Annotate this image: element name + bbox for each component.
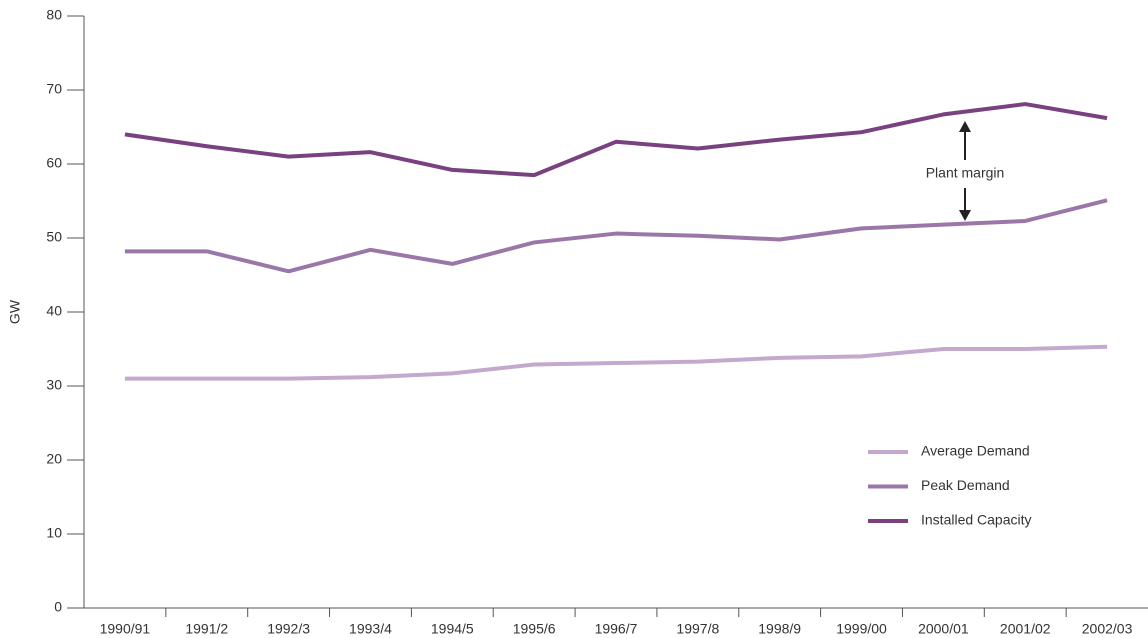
y-tick-label: 10 bbox=[46, 525, 62, 541]
series-line bbox=[124, 198, 1108, 274]
x-tick-label: 2001/02 bbox=[1000, 621, 1051, 637]
annotation: Plant margin bbox=[926, 165, 1005, 181]
y-tick-label: 40 bbox=[46, 303, 62, 319]
x-tick-label: 1997/8 bbox=[676, 621, 719, 637]
y-tick-label: 0 bbox=[54, 599, 62, 615]
x-tick-label: 1991/2 bbox=[185, 621, 228, 637]
series-line bbox=[124, 102, 1108, 178]
series-line bbox=[124, 344, 1108, 381]
y-tick-label: 20 bbox=[46, 451, 62, 467]
x-tick-label: 2002/03 bbox=[1082, 621, 1133, 637]
x-tick-label: 1998/9 bbox=[758, 621, 801, 637]
x-tick-label: 1995/6 bbox=[513, 621, 556, 637]
x-tick-label: 1990/91 bbox=[100, 621, 151, 637]
x-tick-label: 1994/5 bbox=[431, 621, 474, 637]
y-tick-label: 30 bbox=[46, 377, 62, 393]
legend-label: Average Demand bbox=[921, 443, 1030, 459]
y-tick-label: 50 bbox=[46, 229, 62, 245]
y-tick-label: 70 bbox=[46, 81, 62, 97]
x-tick-label: 1999/00 bbox=[836, 621, 887, 637]
x-tick-label: 1993/4 bbox=[349, 621, 392, 637]
x-tick-label: 1996/7 bbox=[595, 621, 638, 637]
y-tick-label: 60 bbox=[46, 155, 62, 171]
legend-label: Peak Demand bbox=[921, 477, 1010, 493]
y-tick-label: 80 bbox=[46, 7, 62, 23]
y-axis-label: GW bbox=[7, 299, 23, 324]
x-tick-label: 2000/01 bbox=[918, 621, 969, 637]
x-tick-label: 1992/3 bbox=[267, 621, 310, 637]
margin-arrows bbox=[959, 121, 971, 221]
legend-label: Installed Capacity bbox=[921, 512, 1032, 528]
